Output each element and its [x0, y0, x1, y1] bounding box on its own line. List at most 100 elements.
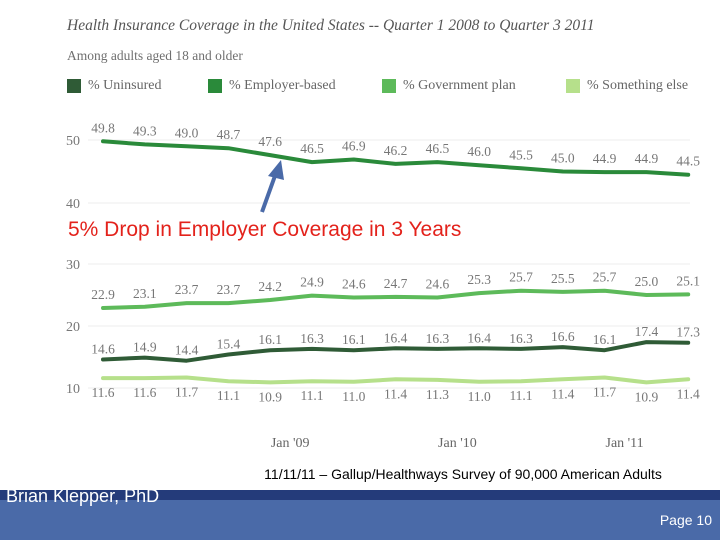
- data-label: 11.6: [91, 385, 114, 400]
- data-point: [644, 170, 648, 174]
- legend-swatch-something-else: [566, 79, 580, 93]
- data-label: 24.6: [342, 276, 366, 291]
- data-point: [477, 291, 481, 295]
- data-point: [435, 295, 439, 299]
- legend-swatch-government-plan: [382, 79, 396, 93]
- data-point: [435, 160, 439, 164]
- data-point: [561, 290, 565, 294]
- data-label: 16.3: [509, 331, 533, 346]
- data-point: [603, 170, 607, 174]
- coverage-chart: 50 40 30 20 10 Jan '09 Jan '10 Jan '11 49.8 49.3 4…: [66, 120, 700, 451]
- data-point: [185, 359, 189, 363]
- data-point: [101, 376, 105, 380]
- data-point: [644, 340, 648, 344]
- data-label: 16.3: [426, 331, 450, 346]
- data-label: 11.7: [175, 384, 198, 399]
- data-label: 46.9: [342, 139, 366, 154]
- data-label: 16.1: [593, 332, 617, 347]
- data-point: [268, 380, 272, 384]
- source-line: 11/11/11 – Gallup/Healthways Survey of 9…: [264, 466, 662, 482]
- data-point: [686, 173, 690, 177]
- data-label: 14.9: [133, 340, 157, 355]
- data-point: [101, 357, 105, 361]
- chart-title: Health Insurance Coverage in the United …: [67, 17, 595, 34]
- data-point: [352, 380, 356, 384]
- data-label: 10.9: [258, 389, 282, 404]
- chart-legend: % Uninsured % Employer-based % Governmen…: [0, 78, 720, 98]
- data-label: 47.6: [258, 134, 282, 149]
- data-label: 46.2: [384, 143, 408, 158]
- data-point: [268, 298, 272, 302]
- y-tick-label: 30: [66, 258, 80, 273]
- data-point: [226, 353, 230, 357]
- data-label: 25.1: [676, 273, 700, 288]
- data-label: 16.6: [551, 329, 575, 344]
- data-label: 14.6: [91, 341, 115, 356]
- data-label: 44.9: [635, 151, 659, 166]
- data-point: [226, 301, 230, 305]
- data-point: [603, 289, 607, 293]
- data-label: 11.1: [217, 388, 240, 403]
- data-point: [519, 289, 523, 293]
- data-point: [352, 295, 356, 299]
- data-point: [519, 166, 523, 170]
- author-name: Brian Klepper, PhD: [6, 486, 160, 506]
- data-point: [143, 376, 147, 380]
- data-label: 11.4: [551, 386, 574, 401]
- data-label: 25.7: [593, 270, 617, 285]
- data-label: 24.2: [258, 279, 282, 294]
- data-point: [561, 345, 565, 349]
- data-label: 11.4: [384, 386, 407, 401]
- data-label: 44.9: [593, 151, 617, 166]
- legend-label-government-plan: % Government plan: [403, 78, 516, 93]
- data-label: 11.4: [677, 386, 700, 401]
- data-label: 24.6: [426, 276, 450, 291]
- y-tick-label: 10: [66, 382, 80, 397]
- data-point: [394, 377, 398, 381]
- data-point: [519, 347, 523, 351]
- data-point: [519, 379, 523, 383]
- footer-block: [0, 500, 720, 540]
- data-point: [101, 139, 105, 143]
- annotation-arrow-shaft: [260, 172, 278, 213]
- data-label: 44.5: [676, 154, 700, 169]
- data-label: 22.9: [91, 287, 115, 302]
- data-label: 10.9: [635, 389, 659, 404]
- data-label: 11.0: [468, 389, 491, 404]
- data-label: 11.1: [509, 388, 532, 403]
- legend-label-uninsured: % Uninsured: [88, 78, 162, 93]
- data-label: 49.8: [91, 120, 115, 135]
- data-label: 46.5: [300, 141, 324, 156]
- chart-subtitle: Among adults aged 18 and older: [67, 48, 243, 63]
- data-point: [394, 346, 398, 350]
- data-point: [394, 295, 398, 299]
- legend-something-else: % Something else: [566, 78, 688, 94]
- data-label: 17.3: [676, 325, 700, 340]
- data-label: 11.0: [342, 389, 365, 404]
- legend-swatch-uninsured: [67, 79, 81, 93]
- data-point: [226, 379, 230, 383]
- data-point: [310, 379, 314, 383]
- annotation-text: 5% Drop in Employer Coverage in 3 Years: [68, 218, 461, 241]
- x-tick-label: Jan '11: [606, 436, 644, 451]
- data-point: [603, 375, 607, 379]
- data-label: 49.3: [133, 123, 157, 138]
- data-point: [310, 294, 314, 298]
- footer-top-bar: [0, 490, 720, 500]
- data-point: [310, 347, 314, 351]
- data-label: 16.3: [300, 331, 324, 346]
- data-point: [561, 170, 565, 173]
- data-point: [352, 158, 356, 162]
- data-label: 16.4: [384, 330, 408, 345]
- legend-uninsured: % Uninsured: [67, 78, 162, 94]
- data-point: [477, 346, 481, 350]
- x-tick-label: Jan '09: [271, 436, 310, 451]
- data-point: [352, 348, 356, 352]
- y-tick-label: 40: [66, 197, 80, 212]
- data-point: [143, 356, 147, 360]
- data-point: [394, 162, 398, 166]
- data-label: 46.5: [426, 141, 450, 156]
- data-point: [644, 293, 648, 297]
- data-label: 11.7: [593, 384, 616, 399]
- legend-government-plan: % Government plan: [382, 78, 516, 94]
